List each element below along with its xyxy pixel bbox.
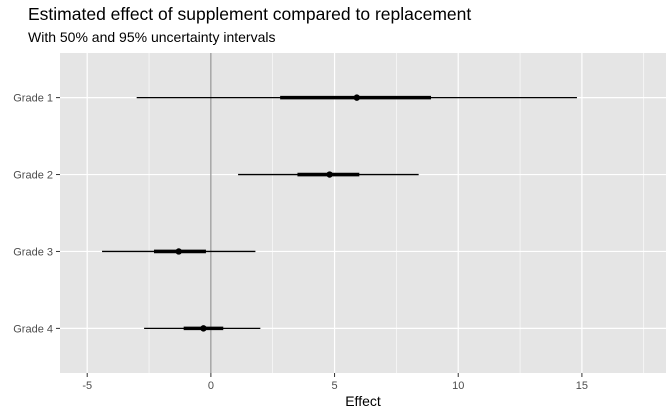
point-estimate	[326, 171, 333, 178]
plot-panel	[60, 53, 666, 373]
x-tick-label: 5	[331, 380, 337, 392]
y-tick-label: Grade 4	[13, 323, 53, 335]
point-estimate	[175, 248, 182, 255]
y-tick-label: Grade 2	[13, 170, 53, 182]
point-estimate	[200, 325, 207, 332]
x-tick-label: 0	[208, 380, 214, 392]
point-estimate	[353, 94, 361, 101]
x-tick-label: 15	[576, 380, 588, 392]
x-tick-label: -5	[82, 380, 92, 392]
chart-title: Estimated effect of supplement compared …	[28, 4, 472, 24]
y-tick-label: Grade 3	[13, 246, 53, 258]
x-axis-title: Effect	[345, 393, 381, 409]
chart-subtitle: With 50% and 95% uncertainty intervals	[28, 29, 276, 45]
y-tick-label: Grade 1	[13, 93, 53, 105]
x-tick-label: 10	[452, 380, 464, 392]
